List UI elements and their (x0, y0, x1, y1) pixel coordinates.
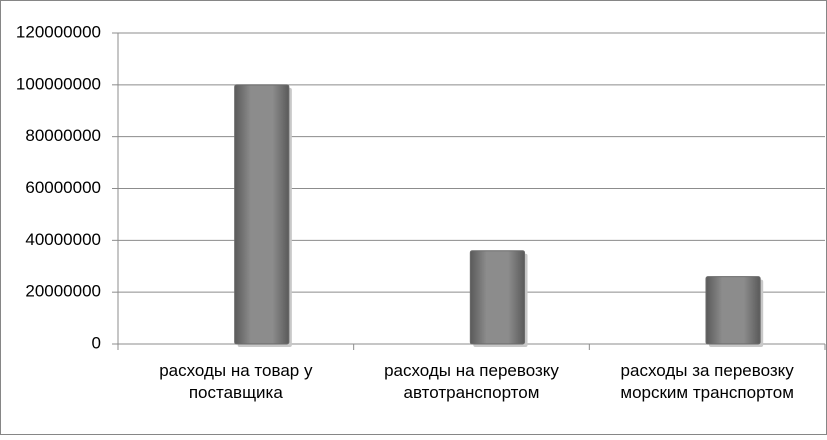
x-tick-label: расходы на перевозку автотранспортом (384, 361, 559, 402)
x-tick-label-box: расходы на товар у поставщика (159, 361, 313, 402)
y-tick-label: 60000000 (25, 178, 101, 197)
bar (234, 84, 290, 345)
y-tick-label: 20000000 (25, 282, 101, 301)
y-tick-label: 80000000 (25, 126, 101, 145)
x-tick-label: расходы за перевозку морским транспортом (620, 361, 794, 402)
y-tick-label: 120000000 (16, 22, 101, 41)
x-tick-label-box: расходы на перевозку автотранспортом (384, 361, 559, 402)
x-tick-label-box: расходы за перевозку морским транспортом (620, 361, 794, 402)
x-tick-label: расходы на товар у поставщика (159, 361, 313, 402)
bar (705, 276, 761, 345)
y-tick-label: 100000000 (16, 74, 101, 93)
y-tick-label: 0 (92, 333, 101, 352)
bar (469, 250, 526, 345)
y-tick-label: 40000000 (25, 230, 101, 249)
